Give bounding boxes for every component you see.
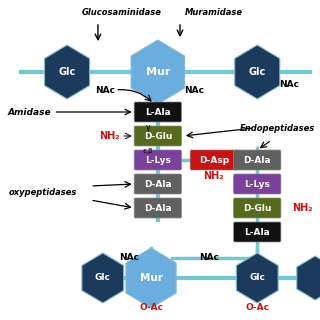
Text: D-Glu: D-Glu — [243, 204, 271, 212]
Text: D-Ala: D-Ala — [144, 180, 172, 188]
Text: NAc: NAc — [199, 253, 219, 262]
Text: NH₂: NH₂ — [99, 131, 119, 141]
Polygon shape — [44, 45, 90, 99]
FancyBboxPatch shape — [134, 150, 181, 170]
Text: Endopeptidases: Endopeptidases — [240, 124, 315, 132]
Polygon shape — [82, 253, 124, 303]
FancyBboxPatch shape — [190, 150, 237, 170]
Polygon shape — [236, 253, 278, 303]
Text: Glc: Glc — [249, 67, 266, 77]
FancyBboxPatch shape — [234, 222, 281, 242]
Text: Amidase: Amidase — [8, 108, 52, 116]
Text: Mur: Mur — [140, 273, 163, 283]
Text: D-Ala: D-Ala — [144, 204, 172, 212]
Text: Muramidase: Muramidase — [185, 8, 243, 17]
Text: NAc: NAc — [279, 79, 299, 89]
Text: NAc: NAc — [95, 85, 115, 94]
FancyBboxPatch shape — [134, 174, 181, 194]
Text: NH₂: NH₂ — [292, 203, 313, 213]
Text: D-Glu: D-Glu — [144, 132, 172, 140]
Text: Glucosaminidase: Glucosaminidase — [82, 8, 162, 17]
Text: D-Asp: D-Asp — [199, 156, 229, 164]
Text: D-Ala: D-Ala — [244, 156, 271, 164]
Polygon shape — [297, 256, 320, 300]
Text: L-Lys: L-Lys — [244, 180, 270, 188]
FancyBboxPatch shape — [134, 102, 181, 122]
Text: NH₂: NH₂ — [204, 171, 224, 181]
Text: NAc: NAc — [185, 85, 204, 94]
Text: NAc: NAc — [119, 253, 139, 262]
Text: L-Lys: L-Lys — [145, 156, 171, 164]
Text: O-Ac: O-Ac — [139, 302, 163, 311]
FancyBboxPatch shape — [234, 150, 281, 170]
Text: Glc: Glc — [249, 274, 265, 283]
Text: oxypeptidases: oxypeptidases — [9, 188, 77, 196]
Polygon shape — [235, 45, 280, 99]
Text: ε,β: ε,β — [143, 148, 153, 154]
FancyBboxPatch shape — [134, 198, 181, 218]
Polygon shape — [126, 248, 176, 308]
FancyBboxPatch shape — [234, 174, 281, 194]
Text: L-Ala: L-Ala — [244, 228, 270, 236]
Polygon shape — [131, 40, 185, 104]
Text: Mur: Mur — [146, 67, 170, 77]
FancyBboxPatch shape — [134, 126, 181, 146]
Text: Glc: Glc — [59, 67, 76, 77]
Text: L-Ala: L-Ala — [145, 108, 171, 116]
FancyBboxPatch shape — [234, 198, 281, 218]
Text: Glc: Glc — [95, 274, 111, 283]
Text: γ: γ — [146, 123, 150, 132]
Text: O-Ac: O-Ac — [245, 302, 269, 311]
